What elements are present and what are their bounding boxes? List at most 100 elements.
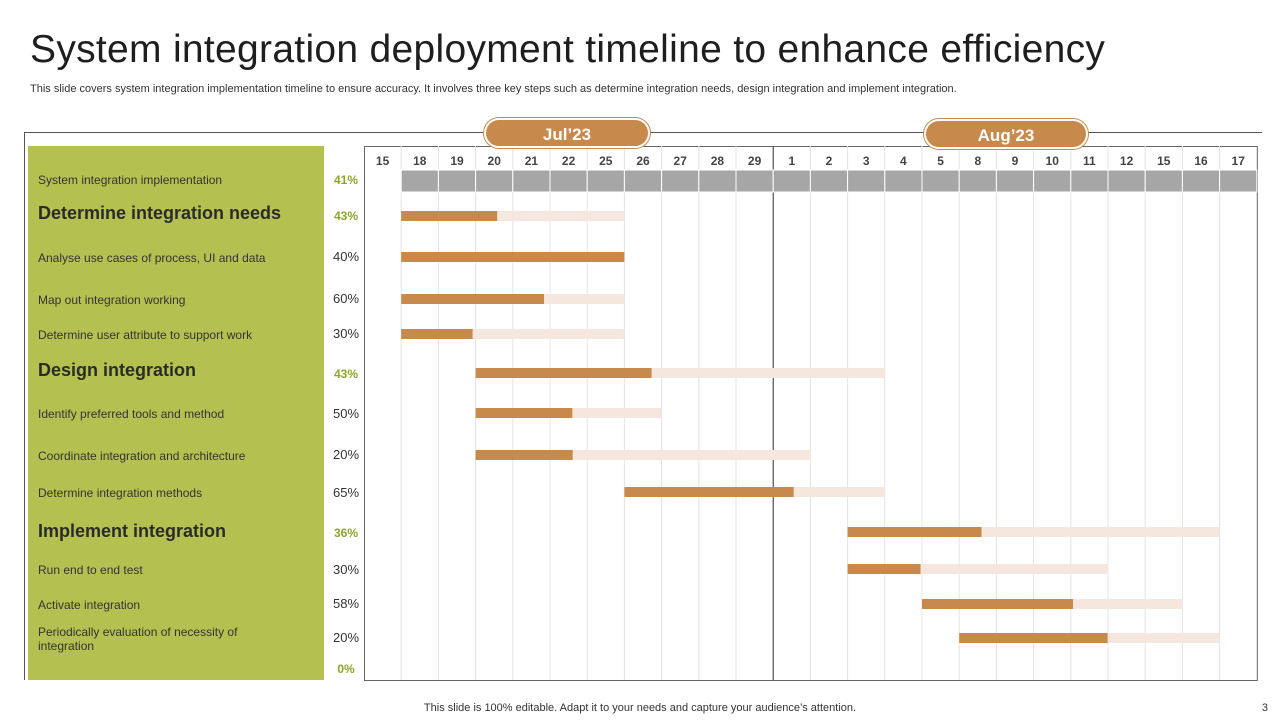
summary-bar-cell bbox=[437, 169, 477, 193]
task-bar-progress bbox=[922, 599, 1074, 609]
task-bar-remaining bbox=[847, 564, 1108, 574]
percent-task: 60% bbox=[332, 291, 360, 306]
slide-title: System integration deployment timeline t… bbox=[30, 28, 1106, 71]
gantt-chart: 15 18 19 20 21 22 25 26 27 28 29 1 2 3 4 5 8 9 10 11 12 15 16 1… bbox=[364, 146, 1258, 681]
task-bar-progress bbox=[847, 527, 982, 537]
percent-total: 0% bbox=[337, 662, 355, 676]
task-label: Identify preferred tools and method bbox=[38, 407, 225, 421]
task-bar-progress bbox=[475, 368, 652, 378]
task-label: Activate integration bbox=[38, 598, 141, 612]
task-bar-remaining bbox=[475, 368, 885, 378]
task-label: Map out integration working bbox=[38, 293, 186, 307]
phase-label-design: Design integration bbox=[38, 360, 197, 380]
task-label: Periodically evaluation of necessity of … bbox=[38, 625, 238, 653]
date-tick-label: 15 bbox=[376, 154, 390, 168]
summary-bar-cell bbox=[698, 169, 737, 193]
date-tick-label: 12 bbox=[1120, 154, 1134, 168]
frame-left-border bbox=[24, 132, 25, 680]
task-bar-progress bbox=[475, 408, 573, 418]
date-tick-label: 18 bbox=[413, 154, 427, 168]
summary-bar-cell bbox=[586, 169, 625, 193]
summary-bar-cell bbox=[1181, 169, 1221, 193]
summary-bar-cell bbox=[623, 169, 663, 193]
date-tick-label: 27 bbox=[674, 154, 688, 168]
date-tick-label: 15 bbox=[1157, 154, 1171, 168]
date-tick-label: 9 bbox=[1012, 154, 1019, 168]
percent-phase: 43% bbox=[333, 367, 359, 381]
task-bar-progress bbox=[475, 450, 573, 460]
date-tick-label: 25 bbox=[599, 154, 613, 168]
date-tick-label: 21 bbox=[525, 154, 539, 168]
percent-task: 20% bbox=[332, 447, 360, 462]
summary-bar-cell bbox=[512, 169, 551, 193]
date-tick-label: 22 bbox=[562, 154, 576, 168]
task-bar-progress bbox=[847, 564, 921, 574]
footer-note: This slide is 100% editable. Adapt it to… bbox=[423, 702, 857, 714]
task-label: Coordinate integration and architecture bbox=[38, 449, 246, 463]
percent-summary: 41% bbox=[333, 173, 359, 187]
task-bar-progress bbox=[401, 329, 473, 339]
date-tick-label: 28 bbox=[711, 154, 725, 168]
date-tick-label: 17 bbox=[1232, 154, 1246, 168]
date-tick-label: 20 bbox=[488, 154, 502, 168]
summary-bar-cell bbox=[1219, 169, 1258, 193]
percent-task: 40% bbox=[332, 249, 360, 264]
date-tick-label: 29 bbox=[748, 154, 762, 168]
summary-bar-cell bbox=[549, 169, 588, 193]
percent-task: 30% bbox=[332, 326, 360, 341]
phase-label-implement: Implement integration bbox=[38, 521, 227, 541]
month-label-jul: Jul’23 bbox=[484, 118, 650, 148]
summary-bar-cell bbox=[475, 169, 514, 193]
summary-bar-cell bbox=[809, 169, 849, 193]
percent-task: 65% bbox=[332, 485, 360, 500]
gantt-frame bbox=[364, 146, 1258, 681]
task-panel bbox=[28, 146, 324, 680]
summary-bar-cell bbox=[1033, 169, 1072, 193]
summary-bar-cell bbox=[884, 169, 923, 193]
task-bar-remaining bbox=[475, 450, 811, 460]
date-tick-label: 4 bbox=[900, 154, 907, 168]
date-tick-label: 8 bbox=[974, 154, 981, 168]
month-label-aug: Aug’23 bbox=[924, 119, 1088, 149]
date-tick-label: 5 bbox=[937, 154, 944, 168]
summary-bar-cell bbox=[958, 169, 997, 193]
slide-subtitle: This slide covers system integration imp… bbox=[30, 83, 957, 95]
task-bar-remaining bbox=[401, 211, 625, 221]
date-tick-label: 26 bbox=[636, 154, 650, 168]
percent-task: 58% bbox=[332, 596, 360, 611]
date-tick-label: 2 bbox=[826, 154, 833, 168]
task-bar-progress bbox=[401, 252, 625, 262]
task-label: Determine integration methods bbox=[38, 486, 203, 500]
page-number: 3 bbox=[1261, 702, 1268, 714]
percent-phase: 43% bbox=[333, 209, 359, 223]
percent-task: 30% bbox=[332, 562, 360, 577]
summary-bar-cell bbox=[1144, 169, 1183, 193]
percent-phase: 36% bbox=[333, 526, 359, 540]
summary-bar-cell bbox=[1107, 169, 1146, 193]
summary-bar-cell bbox=[400, 169, 439, 193]
date-tick-label: 1 bbox=[788, 154, 795, 168]
percent-task: 20% bbox=[332, 630, 360, 645]
task-label: Analyse use cases of process, UI and dat… bbox=[38, 251, 266, 265]
task-bar-progress bbox=[959, 633, 1108, 643]
summary-bar-cell bbox=[921, 169, 960, 193]
task-label-summary: System integration implementation bbox=[38, 173, 223, 187]
date-tick-label: 16 bbox=[1194, 154, 1208, 168]
date-tick-label: 10 bbox=[1046, 154, 1060, 168]
summary-bar-cell bbox=[1070, 169, 1109, 193]
percent-task: 50% bbox=[332, 406, 360, 421]
phase-label-determine: Determine integration needs bbox=[38, 203, 282, 223]
date-tick-label: 19 bbox=[450, 154, 464, 168]
summary-bar-cell bbox=[661, 169, 700, 193]
date-tick-label: 3 bbox=[863, 154, 870, 168]
summary-bar-cell bbox=[735, 169, 774, 193]
task-bar-remaining bbox=[847, 527, 1220, 537]
task-label: Run end to end test bbox=[38, 563, 143, 577]
task-bar-progress bbox=[401, 211, 498, 221]
task-bar-progress bbox=[624, 487, 794, 497]
summary-bar-cell bbox=[772, 169, 811, 193]
task-bar-progress bbox=[401, 294, 545, 304]
summary-bar-cell bbox=[847, 169, 886, 193]
date-tick-label: 11 bbox=[1083, 154, 1096, 168]
summary-bar-cell bbox=[995, 169, 1035, 193]
